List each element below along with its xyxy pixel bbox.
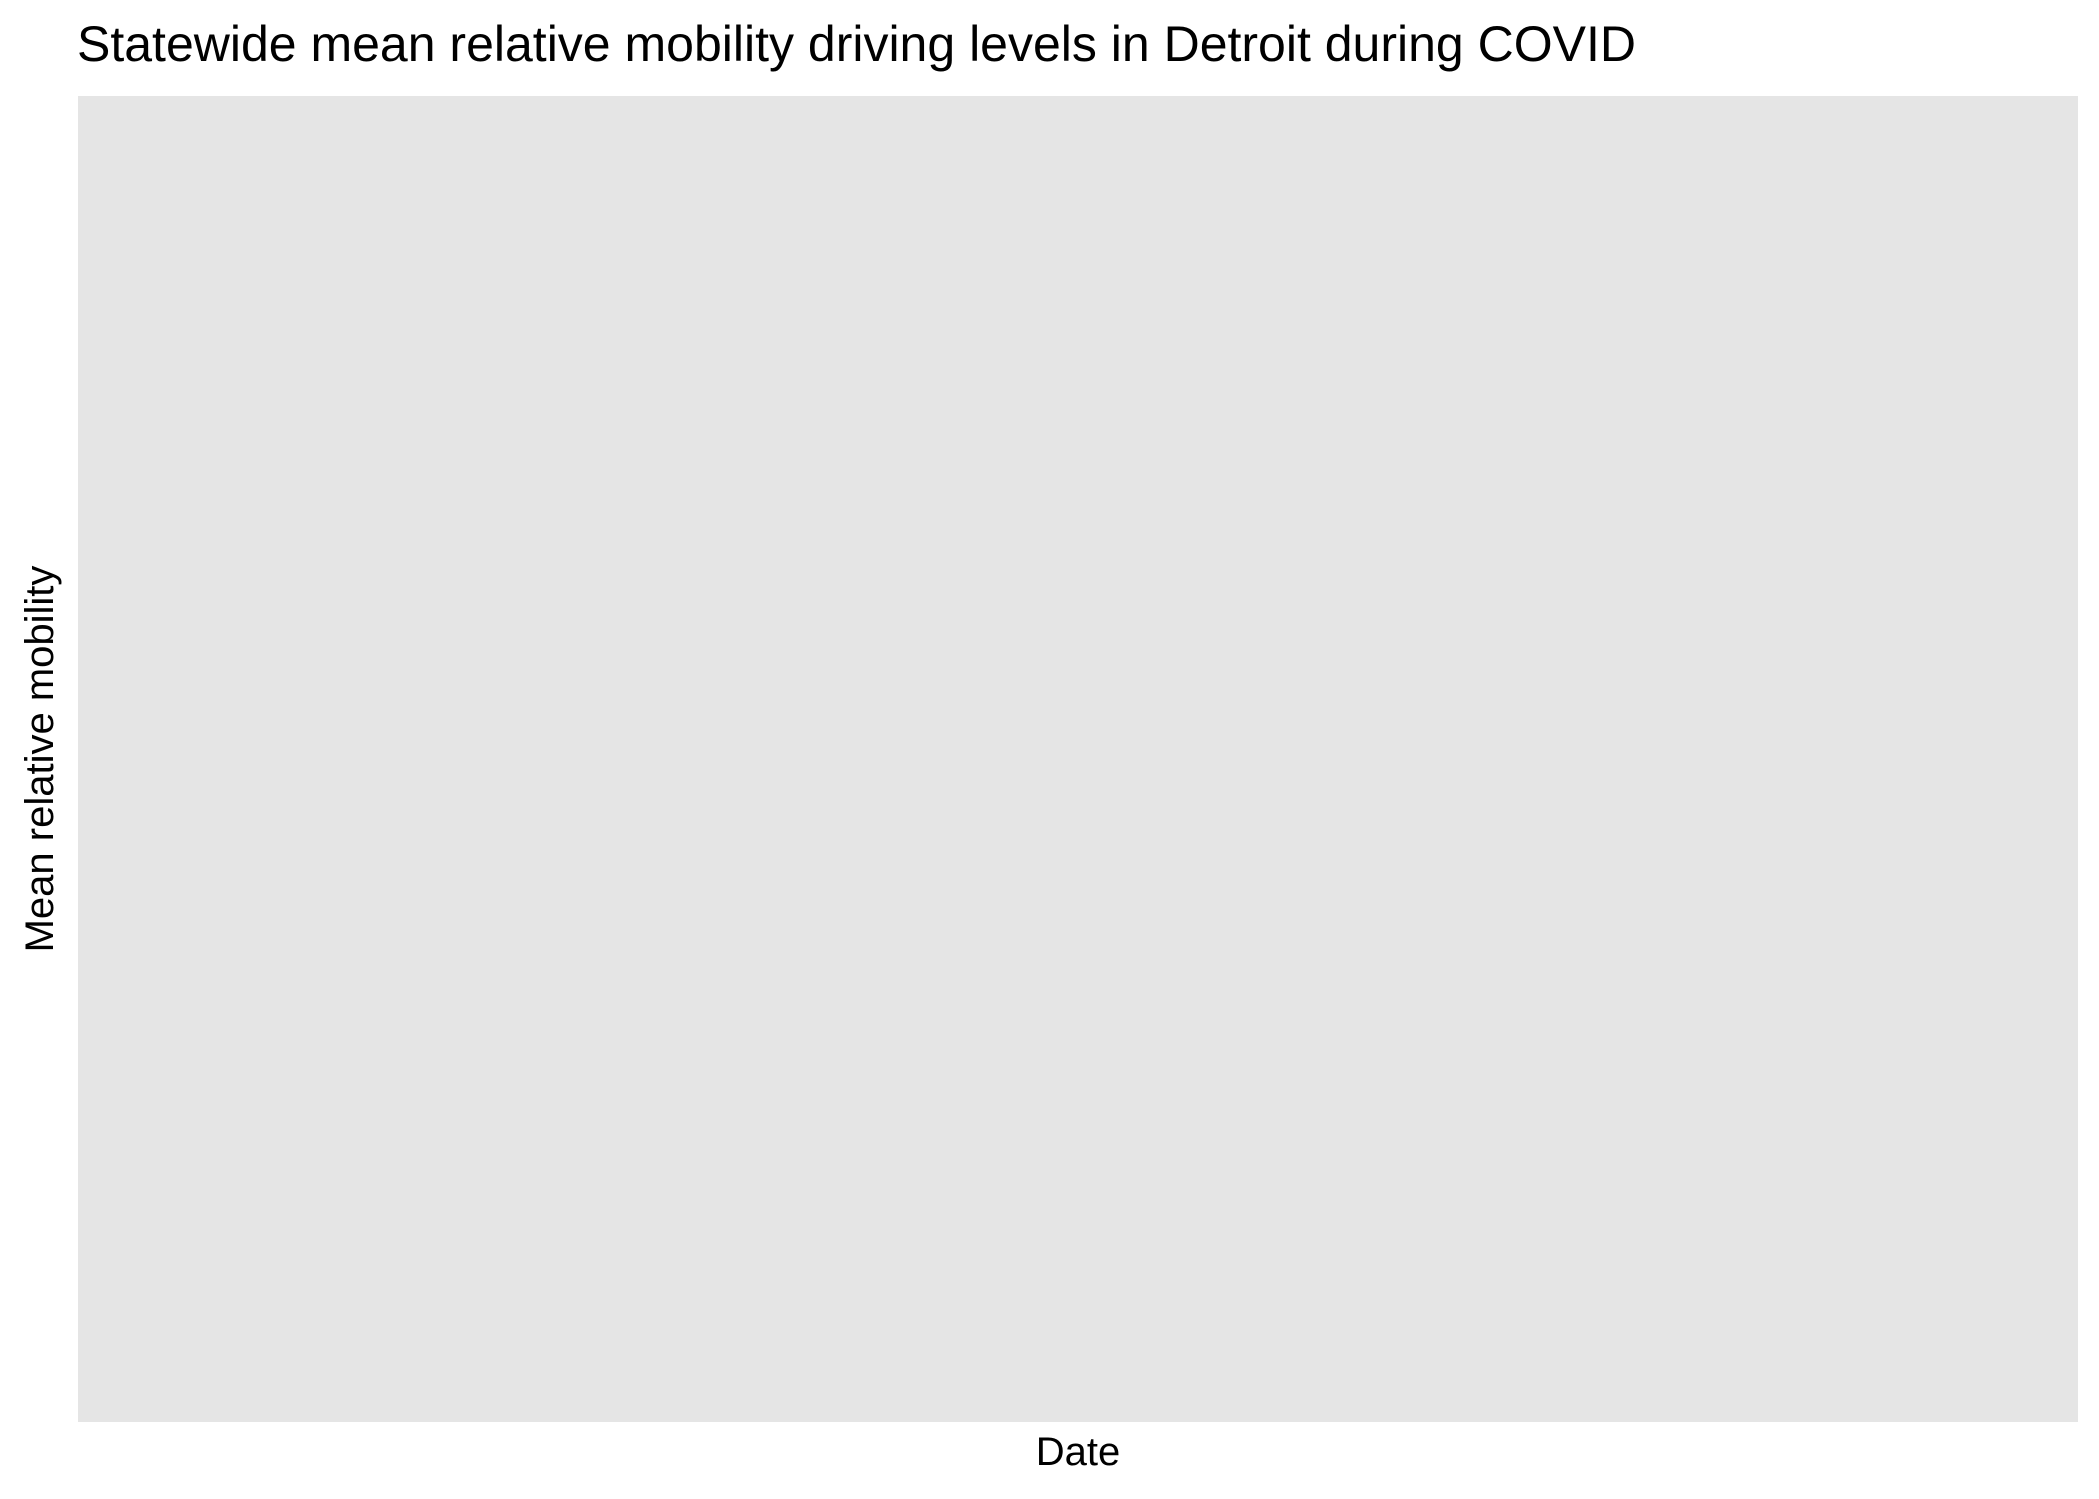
x-axis-label: Date bbox=[1035, 1430, 1121, 1474]
chart-title: Statewide mean relative mobility driving… bbox=[77, 16, 1636, 72]
y-axis-label: Mean relative mobility bbox=[18, 565, 62, 953]
plot-area bbox=[78, 96, 2078, 1422]
y-axis: Mean relative mobility bbox=[0, 96, 78, 1422]
plot-panel bbox=[78, 96, 2078, 1422]
